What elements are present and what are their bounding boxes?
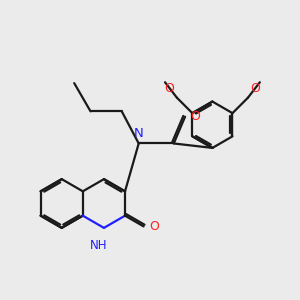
Text: O: O bbox=[190, 110, 200, 123]
Text: O: O bbox=[165, 82, 175, 95]
Text: O: O bbox=[250, 82, 260, 95]
Text: NH: NH bbox=[90, 239, 107, 252]
Text: O: O bbox=[149, 220, 159, 233]
Text: N: N bbox=[134, 127, 144, 140]
